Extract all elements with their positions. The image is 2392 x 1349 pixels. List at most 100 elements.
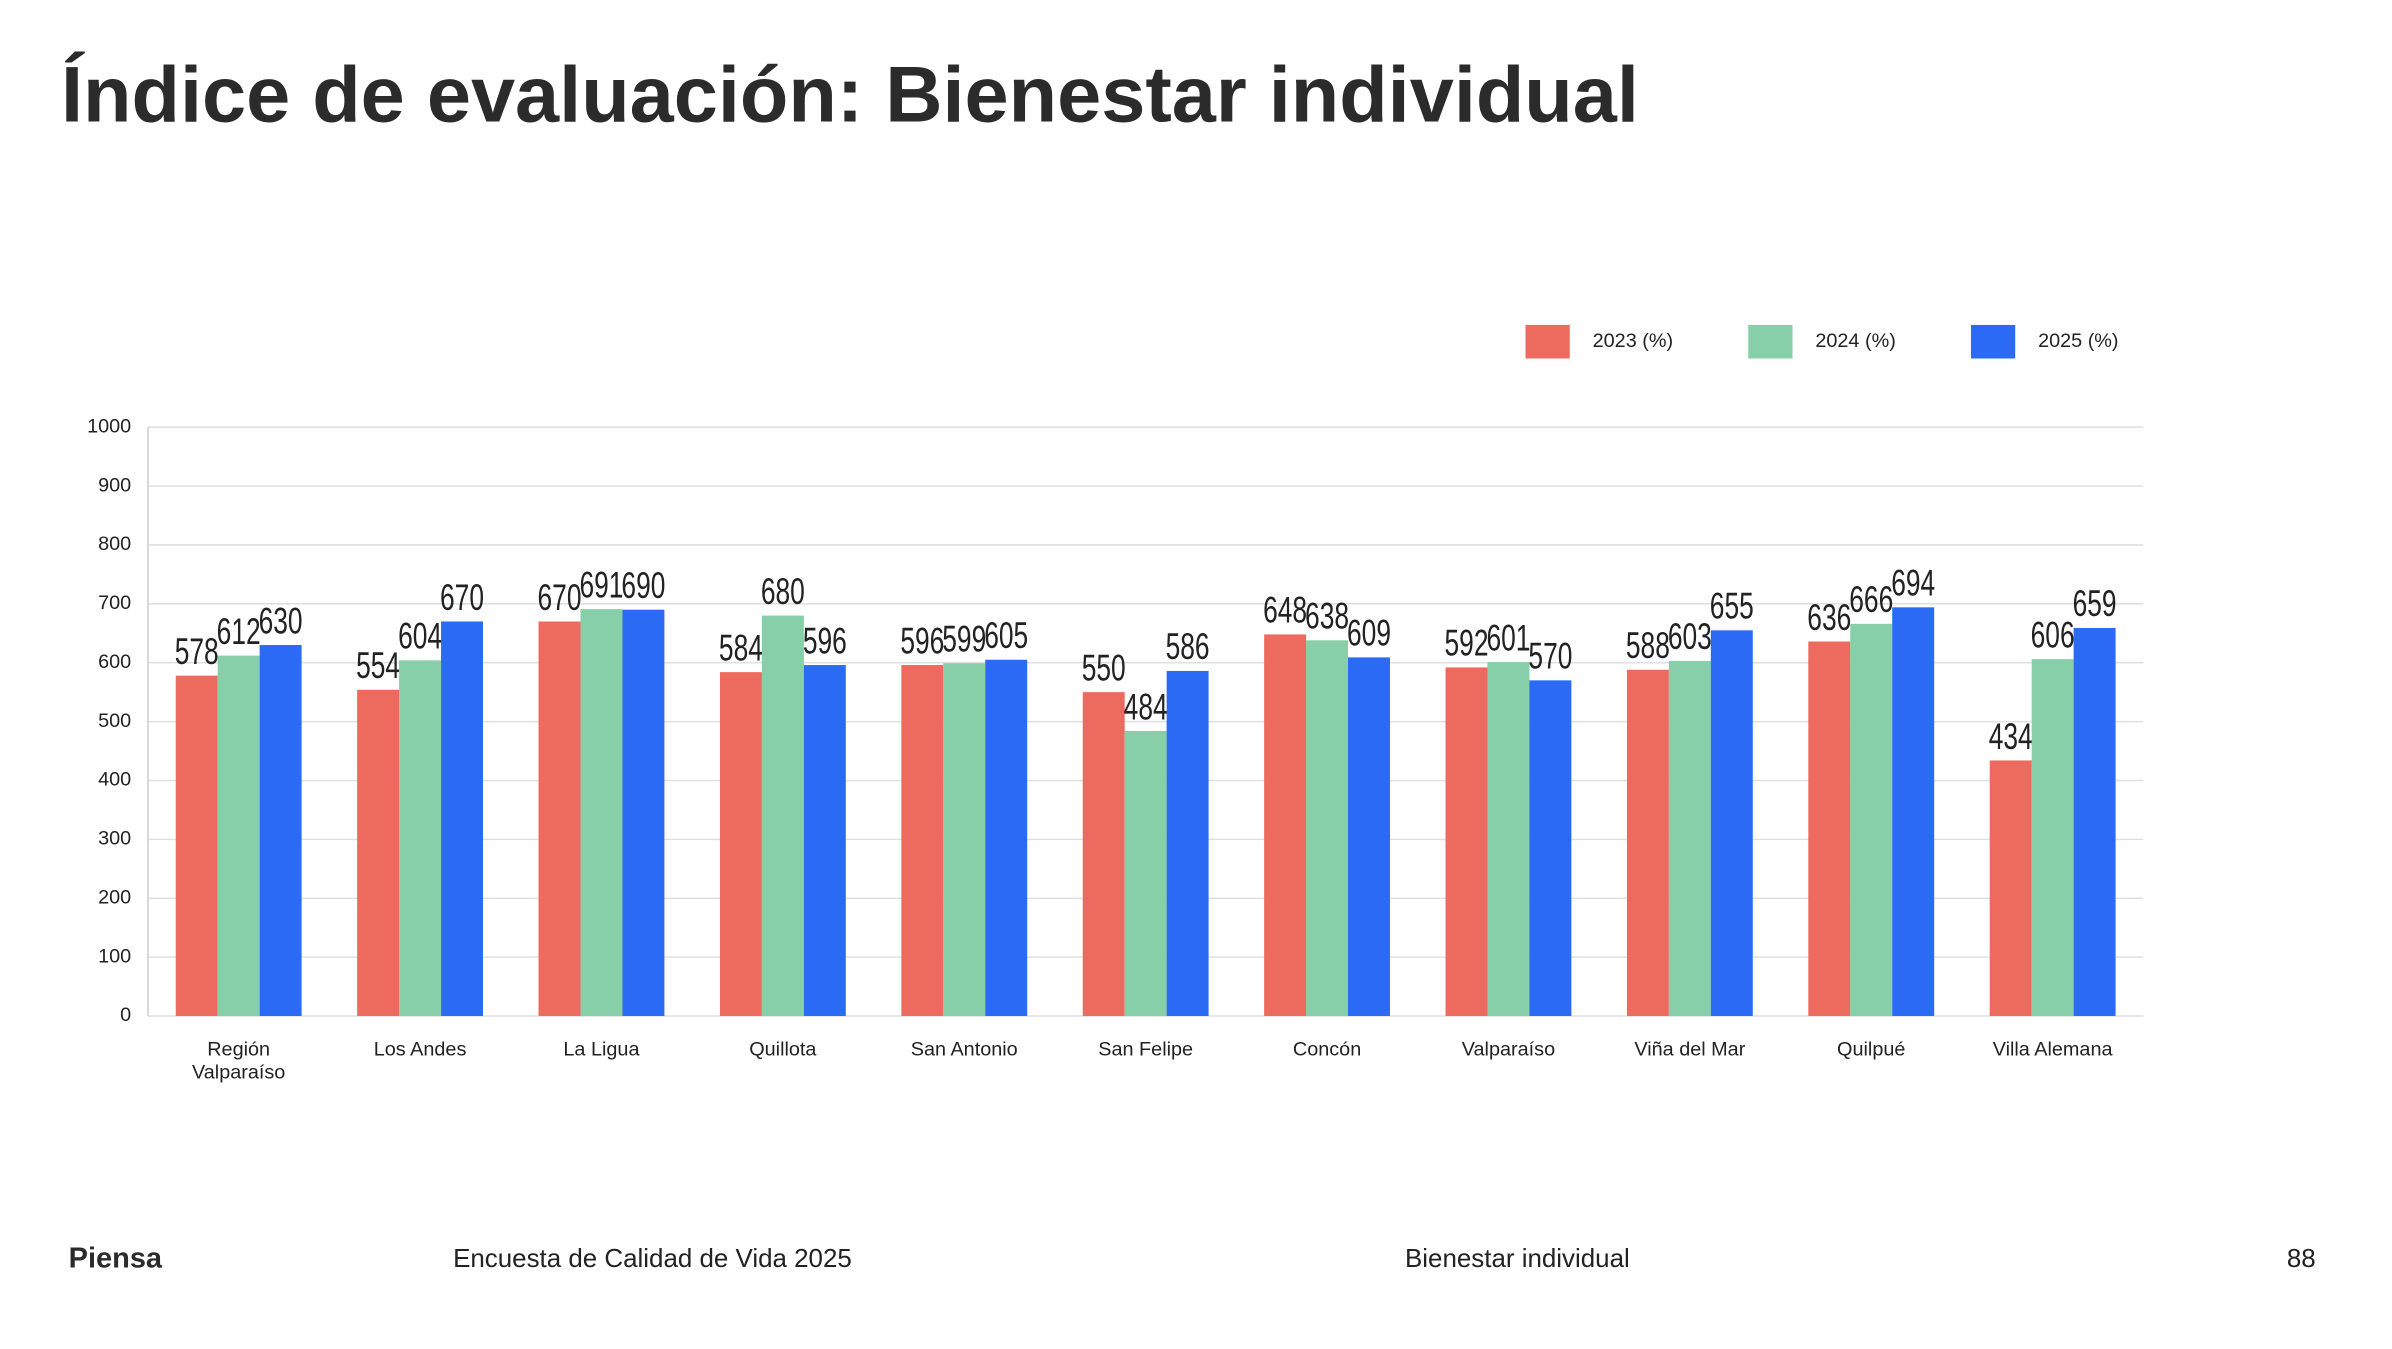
bar	[761, 615, 804, 1017]
bar	[217, 655, 260, 1017]
data-label: 655	[1710, 585, 1754, 626]
bar	[357, 689, 400, 1017]
data-label: 578	[175, 631, 219, 672]
x-tick-label-box: Quillota	[749, 1037, 817, 1061]
y-tick-label: 1000	[87, 415, 131, 437]
x-tick-label-box: Quilpué	[1837, 1037, 1906, 1061]
data-label: 601	[1486, 617, 1530, 658]
bar	[2073, 627, 2116, 1017]
x-tick-label-box: Valparaíso	[1461, 1037, 1556, 1061]
y-tick-label: 800	[98, 533, 131, 555]
title: Índice de evaluación: Bienestar individu…	[61, 50, 1639, 139]
footer-section: Bienestar individual	[1405, 1245, 1630, 1273]
data-label: 666	[1849, 579, 1893, 620]
bar	[901, 665, 944, 1017]
bar	[2031, 659, 2074, 1017]
data-label: 605	[984, 615, 1028, 656]
bar	[985, 659, 1028, 1017]
x-tick-label: San Antonio	[910, 1037, 1018, 1061]
legend-label: 2023 (%)	[1593, 330, 1673, 352]
x-tick-label: Región Valparaíso	[191, 1037, 286, 1084]
footer-survey: Encuesta de Calidad de Vida 2025	[453, 1245, 852, 1273]
data-label: 638	[1305, 595, 1349, 636]
data-label: 592	[1445, 622, 1489, 663]
data-label: 584	[719, 627, 763, 668]
x-tick-label: Concón	[1292, 1037, 1362, 1061]
bar	[1445, 667, 1488, 1017]
data-label: 554	[356, 645, 400, 686]
y-tick-label: 600	[98, 651, 131, 673]
x-tick-label: Quilpué	[1837, 1037, 1906, 1061]
legend-label: 2025 (%)	[2038, 330, 2118, 352]
bar	[803, 665, 846, 1017]
data-label: 606	[2031, 614, 2075, 655]
x-tick-label-box: Región Valparaíso	[191, 1037, 286, 1084]
y-tick-label: 200	[98, 886, 131, 908]
x-tick-label-box: La Ligua	[563, 1037, 640, 1061]
legend-swatch	[1970, 324, 2016, 359]
data-label: 570	[1528, 635, 1572, 676]
bar	[1989, 760, 2032, 1017]
bar	[1306, 640, 1349, 1017]
data-label: 680	[761, 571, 805, 612]
bar	[1082, 692, 1125, 1017]
bar	[719, 672, 762, 1017]
data-label: 659	[2073, 583, 2117, 624]
data-label: 670	[440, 577, 484, 618]
legend-label: 2024 (%)	[1815, 330, 1895, 352]
brand: Piensa	[69, 1243, 163, 1275]
bar	[1668, 660, 1711, 1017]
bar	[1124, 731, 1167, 1017]
x-tick-label-box: Villa Alemana	[1992, 1037, 2113, 1061]
x-tick-label-box: Viña del Mar	[1634, 1037, 1745, 1060]
y-tick-label: 500	[98, 710, 131, 732]
bar	[622, 609, 665, 1017]
bar	[1626, 669, 1669, 1017]
data-label: 690	[621, 565, 665, 606]
data-label: 670	[538, 577, 582, 618]
x-tick-label: La Ligua	[563, 1037, 640, 1061]
data-label: 586	[1166, 626, 1210, 667]
legend-swatch	[1525, 324, 1570, 359]
x-tick-label: Quillota	[749, 1037, 817, 1061]
bar	[1850, 623, 1893, 1017]
bar	[538, 621, 581, 1017]
y-tick-label: 300	[98, 828, 131, 850]
bar	[1166, 670, 1209, 1017]
x-tick-label: Villa Alemana	[1992, 1037, 2113, 1061]
data-label: 550	[1082, 647, 1126, 688]
data-label: 484	[1124, 686, 1168, 727]
data-label: 599	[942, 618, 986, 659]
data-label: 603	[1668, 616, 1712, 657]
data-label: 604	[398, 615, 442, 656]
bar	[1264, 634, 1307, 1017]
data-label: 694	[1891, 562, 1935, 603]
data-label: 609	[1347, 612, 1391, 653]
x-tick-label-box: Los Andes	[373, 1037, 467, 1061]
bar	[399, 660, 442, 1017]
data-label: 691	[579, 564, 623, 605]
data-label: 612	[217, 611, 261, 652]
x-tick-label: Los Andes	[373, 1037, 467, 1061]
legend-swatch	[1748, 324, 1793, 359]
x-tick-label-box: Concón	[1292, 1037, 1362, 1061]
data-label: 648	[1263, 589, 1307, 630]
y-tick-label: 700	[98, 592, 131, 614]
data-label: 434	[1989, 715, 2033, 756]
x-tick-label-box: San Felipe	[1098, 1037, 1194, 1061]
data-label: 596	[803, 620, 847, 661]
y-tick-label: 100	[98, 945, 131, 967]
x-tick-label-box: San Antonio	[910, 1037, 1018, 1061]
bar	[1710, 630, 1753, 1017]
bar	[1487, 662, 1530, 1017]
data-label: 630	[259, 600, 303, 641]
bar	[441, 621, 483, 1017]
x-tick-label: San Felipe	[1098, 1037, 1194, 1061]
bar	[175, 675, 218, 1017]
bar	[1808, 641, 1851, 1017]
y-tick-label: 400	[98, 769, 131, 791]
x-tick-label: Valparaíso	[1461, 1037, 1556, 1061]
bar	[259, 645, 302, 1017]
